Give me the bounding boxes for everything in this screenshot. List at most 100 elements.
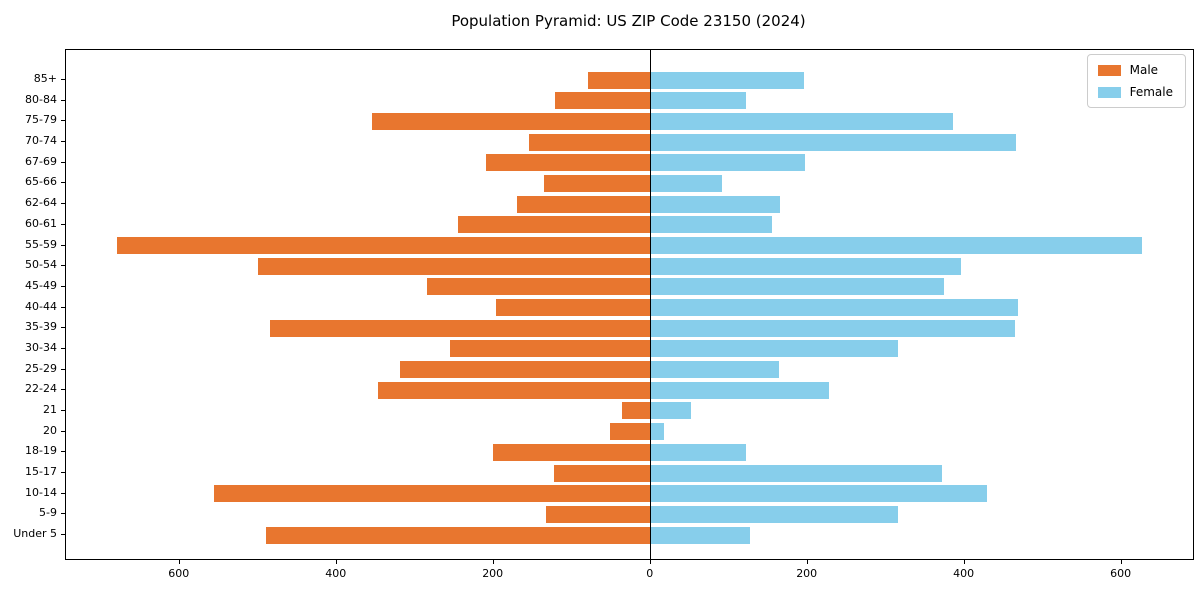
y-tick-mark	[61, 79, 65, 80]
y-tick-label: 21	[43, 402, 57, 416]
y-tick-label: 18-19	[25, 444, 57, 458]
y-tick-label: 45-49	[25, 278, 57, 292]
male-bar	[449, 340, 651, 358]
y-tick-mark	[61, 534, 65, 535]
female-bar	[650, 174, 723, 192]
male-bar	[372, 112, 651, 130]
male-bar	[266, 526, 651, 544]
female-bar	[650, 133, 1017, 151]
male-bar	[496, 299, 651, 316]
male-bar	[214, 485, 651, 503]
y-tick-label: 15-17	[25, 465, 57, 478]
y-tick-mark	[61, 223, 65, 225]
female-bar	[650, 340, 898, 358]
x-tick-label: 200	[482, 567, 504, 580]
y-tick-label: 22-24	[25, 382, 57, 396]
y-tick-label: 25-29	[25, 361, 57, 375]
y-tick-mark	[61, 368, 65, 370]
x-tick-mark	[492, 560, 494, 564]
y-tick-mark	[61, 265, 65, 267]
y-tick-mark	[61, 99, 65, 101]
male-bar	[492, 443, 651, 461]
female-bar	[650, 112, 953, 130]
y-tick-mark	[61, 409, 65, 411]
female-bar	[650, 485, 988, 503]
y-tick-label: 20	[43, 423, 57, 437]
y-tick-label: 65-66	[25, 175, 57, 189]
female-bar	[650, 505, 898, 523]
female-bar	[650, 216, 772, 234]
female-bar	[650, 361, 780, 378]
y-tick-mark	[61, 472, 65, 473]
y-tick-mark	[61, 203, 65, 205]
bars-layer	[66, 50, 1193, 559]
y-tick-label: 55-59	[25, 237, 57, 251]
y-tick-mark	[61, 182, 65, 184]
y-tick-label: 70-74	[25, 134, 57, 147]
x-tick-mark	[806, 560, 808, 564]
y-tick-label: 60-61	[25, 216, 57, 230]
female-bar	[650, 154, 806, 172]
zero-axis-line	[649, 50, 652, 559]
female-bar	[650, 526, 750, 544]
y-tick-mark	[61, 492, 65, 494]
female-bar	[650, 71, 805, 89]
male-bar	[517, 195, 651, 213]
male-bar	[554, 92, 651, 110]
x-tick-label: 600	[168, 567, 190, 580]
x-tick-mark	[649, 560, 651, 564]
y-tick-label: 40-44	[25, 299, 57, 313]
y-tick-label: 80-84	[25, 92, 57, 106]
male-bar	[609, 423, 651, 441]
male-bar	[622, 402, 651, 420]
y-tick-mark	[61, 285, 65, 287]
y-tick-label: 75-79	[25, 113, 57, 127]
y-tick-mark	[61, 347, 65, 349]
y-tick-mark	[61, 161, 65, 163]
female-color-swatch	[1097, 86, 1121, 98]
y-tick-mark	[61, 306, 65, 308]
male-bar	[457, 216, 651, 234]
male-bar	[427, 278, 651, 296]
x-tick-mark	[335, 560, 337, 564]
y-tick-label: 10-14	[25, 485, 57, 499]
y-tick-mark	[61, 389, 65, 391]
male-bar	[399, 361, 651, 378]
plot-area	[65, 49, 1194, 560]
x-tick-mark	[963, 560, 965, 564]
female-bar	[650, 237, 1142, 254]
legend-item-male: Male	[1097, 63, 1173, 77]
female-bar	[650, 299, 1018, 316]
female-bar	[650, 381, 829, 399]
legend-label-female: Female	[1129, 85, 1173, 99]
male-bar	[258, 257, 651, 275]
y-tick-mark	[61, 513, 65, 515]
y-tick-label: 67-69	[25, 154, 57, 168]
legend-item-female: Female	[1097, 85, 1173, 99]
x-tick-label: 600	[1110, 567, 1132, 580]
x-tick-mark	[1120, 560, 1122, 564]
y-tick-label: 50-54	[25, 258, 57, 272]
y-tick-mark	[61, 451, 65, 453]
female-bar	[650, 319, 1015, 337]
y-tick-mark	[61, 327, 65, 329]
y-tick-mark	[61, 430, 65, 432]
legend-label-male: Male	[1129, 63, 1159, 77]
x-tick-label: 400	[953, 567, 975, 580]
female-bar	[650, 257, 962, 275]
male-bar	[529, 133, 651, 151]
female-bar	[650, 92, 747, 110]
x-tick-mark	[178, 560, 180, 564]
y-tick-label: 62-64	[25, 196, 57, 210]
x-tick-label: 200	[796, 567, 818, 580]
x-tick-label: 0	[646, 567, 654, 580]
legend: Male Female	[1086, 54, 1186, 108]
x-tick-label: 400	[325, 567, 347, 580]
male-bar	[587, 71, 651, 89]
male-bar	[485, 154, 651, 172]
male-bar	[270, 319, 651, 337]
y-tick-mark	[61, 141, 65, 142]
y-tick-mark	[61, 120, 65, 122]
y-tick-label: Under 5	[13, 527, 57, 540]
